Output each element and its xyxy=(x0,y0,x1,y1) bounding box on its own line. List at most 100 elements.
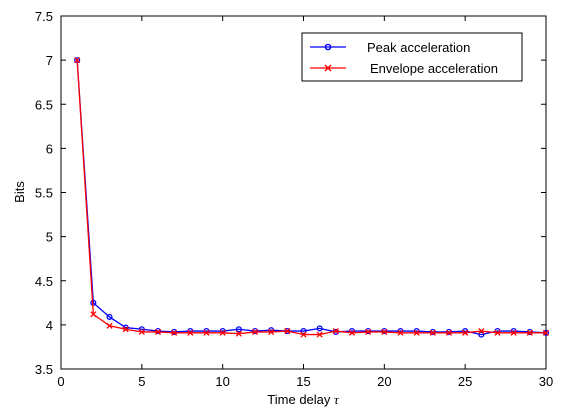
data-point xyxy=(478,331,485,338)
data-point xyxy=(478,327,485,335)
y-tick-label: 3.5 xyxy=(35,362,53,377)
data-point xyxy=(445,329,453,336)
data-point xyxy=(122,326,129,333)
data-point xyxy=(542,329,550,336)
data-point-stroke xyxy=(413,329,420,336)
data-point xyxy=(397,329,404,336)
data-point xyxy=(106,313,113,320)
data-point xyxy=(235,330,242,337)
data-point xyxy=(154,328,162,335)
y-axis-label: Bits xyxy=(12,181,27,203)
y-tick-label: 7.5 xyxy=(35,9,53,24)
data-point xyxy=(251,328,259,335)
legend: Peak acceleration Envelope acceleration xyxy=(301,32,523,82)
data-point xyxy=(429,329,436,336)
data-point xyxy=(494,329,501,336)
x-tick-label: 10 xyxy=(215,374,229,389)
data-point xyxy=(365,328,372,335)
data-point-stroke xyxy=(348,329,356,336)
data-point-stroke xyxy=(122,326,129,333)
legend-marker-envelope xyxy=(324,64,332,72)
data-point xyxy=(187,329,194,336)
data-point xyxy=(138,328,145,335)
data-point xyxy=(510,329,517,336)
data-point-stroke xyxy=(138,328,145,335)
data-point-stroke xyxy=(365,328,372,335)
data-point-stroke xyxy=(445,329,453,336)
data-point-stroke xyxy=(284,327,291,335)
series-layer xyxy=(74,57,550,338)
data-point-stroke xyxy=(219,329,226,336)
data-point-stroke xyxy=(74,57,81,64)
data-point xyxy=(381,328,388,335)
data-point-stroke xyxy=(478,327,485,335)
data-point xyxy=(154,328,162,335)
data-point-stroke xyxy=(510,329,517,336)
data-point xyxy=(413,329,420,336)
data-point xyxy=(74,57,81,64)
data-point-stroke xyxy=(106,322,113,329)
axis-ticks: 0 5 10 15 20 25 30 3.5 4 4.5 5 5.5 6 6.5 7 7.5 xyxy=(35,9,553,389)
legend-marker-envelope-b xyxy=(324,64,332,72)
data-point xyxy=(332,327,339,335)
data-point xyxy=(235,326,242,333)
legend-label-envelope: Envelope acceleration xyxy=(370,61,498,76)
data-point xyxy=(300,331,307,338)
data-point xyxy=(429,328,436,335)
data-point-stroke xyxy=(429,329,436,336)
y-tick-label: 6 xyxy=(46,141,53,156)
data-point-stroke xyxy=(300,331,307,338)
data-point xyxy=(268,328,275,335)
data-point-stroke xyxy=(203,329,210,336)
y-tick-label: 5 xyxy=(46,230,53,245)
data-point-stroke xyxy=(235,330,242,337)
x-tick-label: 20 xyxy=(377,374,391,389)
x-axis-label: Time delay τ xyxy=(267,392,340,407)
data-point xyxy=(203,329,210,336)
x-tick-label: 25 xyxy=(458,374,472,389)
x-tick-label: 0 xyxy=(57,374,64,389)
data-point xyxy=(316,325,323,332)
data-point-stroke xyxy=(494,329,501,336)
x-tick-label: 15 xyxy=(296,374,310,389)
y-tick-label: 4.5 xyxy=(35,274,53,289)
x-tick-label: 5 xyxy=(138,374,145,389)
data-point xyxy=(171,329,178,336)
data-point xyxy=(462,329,469,336)
data-point-stroke xyxy=(316,331,323,338)
data-point xyxy=(219,329,226,336)
data-point xyxy=(284,327,291,335)
data-point-stroke xyxy=(526,329,533,336)
data-point-stroke xyxy=(397,329,404,336)
data-point-stroke xyxy=(542,329,550,336)
data-point-stroke xyxy=(154,328,162,335)
data-point xyxy=(90,311,97,318)
data-point xyxy=(316,331,323,338)
data-point xyxy=(300,328,307,335)
x-axis-label-text: Time delay xyxy=(267,392,331,407)
data-point xyxy=(526,329,533,336)
data-point xyxy=(365,328,372,335)
data-point-stroke xyxy=(251,328,259,335)
series-1 xyxy=(74,57,550,338)
y-tick-label: 4 xyxy=(46,318,53,333)
data-point xyxy=(251,328,259,335)
legend-box xyxy=(301,32,523,82)
y-tick-label: 7 xyxy=(46,53,53,68)
x-axis-label-symbol: τ xyxy=(334,392,340,407)
data-point-stroke xyxy=(268,328,275,335)
data-point xyxy=(348,329,356,336)
data-point-stroke xyxy=(90,311,97,318)
data-point-stroke xyxy=(381,328,388,335)
x-tick-label: 30 xyxy=(539,374,553,389)
legend-marker-peak xyxy=(324,43,332,51)
data-point xyxy=(171,328,178,335)
data-point-stroke xyxy=(171,329,178,336)
legend-label-peak: Peak acceleration xyxy=(367,40,470,55)
data-point-stroke xyxy=(462,329,469,336)
data-point xyxy=(106,322,113,329)
data-point xyxy=(526,328,533,335)
series-line xyxy=(76,60,546,336)
data-point xyxy=(445,328,453,335)
y-tick-label: 6.5 xyxy=(35,97,53,112)
